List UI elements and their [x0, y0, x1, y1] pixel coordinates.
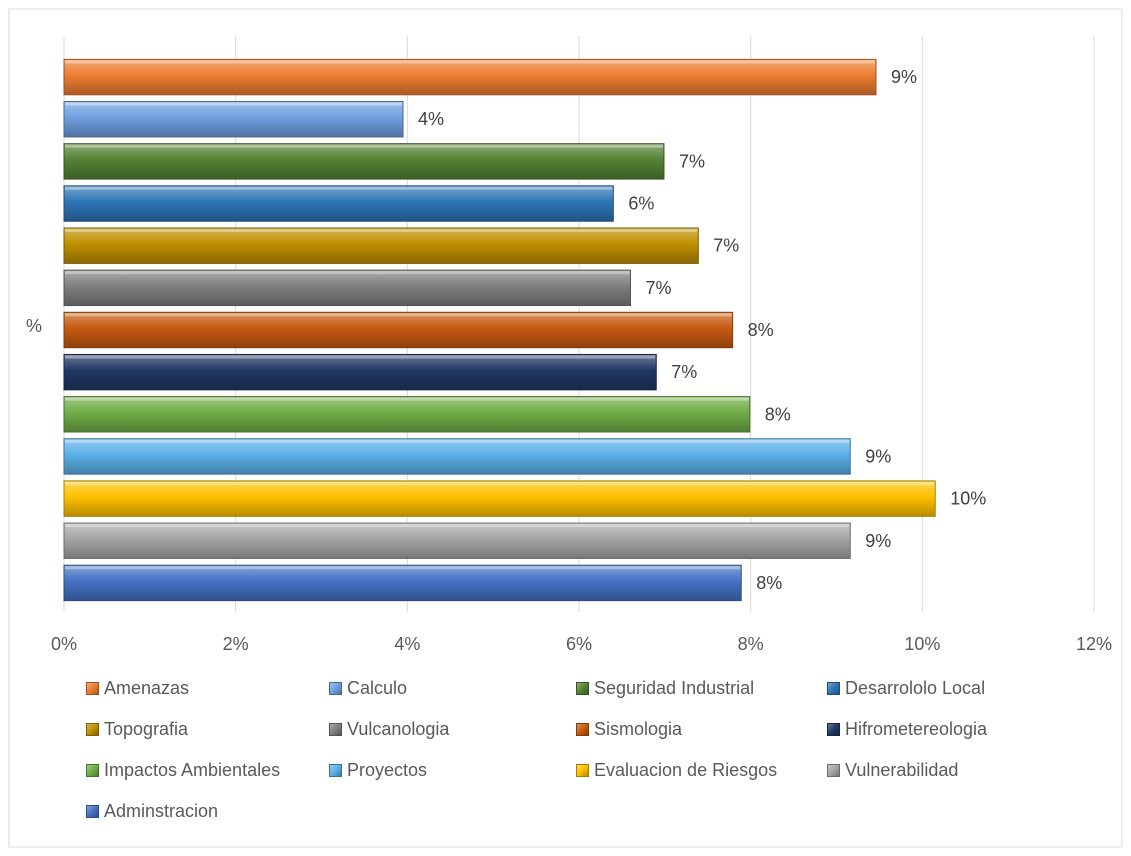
- legend-label: Topografia: [104, 719, 188, 740]
- legend-label: Adminstracion: [104, 801, 218, 822]
- legend-swatch: [86, 682, 99, 695]
- data-label: 10%: [950, 489, 986, 509]
- data-label: 6%: [628, 194, 654, 214]
- bar-highlight: [65, 440, 849, 443]
- legend-swatch: [827, 723, 840, 736]
- legend-swatch: [827, 682, 840, 695]
- legend-item: Impactos Ambientales: [86, 758, 280, 782]
- bar-sismologia: [64, 312, 733, 347]
- legend-item: Topografia: [86, 717, 188, 741]
- bar-highlight: [65, 103, 402, 106]
- legend-label: Seguridad Industrial: [594, 678, 754, 699]
- bar-highlight: [65, 60, 875, 63]
- bar-highlight: [65, 524, 849, 527]
- x-tick-label: 6%: [566, 634, 592, 654]
- data-label: 8%: [756, 573, 782, 593]
- bar-topografia: [64, 228, 698, 263]
- x-tick-label: 10%: [904, 634, 940, 654]
- data-label: 9%: [865, 446, 891, 466]
- legend-label: Calculo: [347, 678, 407, 699]
- legend-item: Seguridad Industrial: [576, 676, 754, 700]
- bar-highlight: [65, 398, 749, 401]
- bar-highlight: [65, 566, 740, 569]
- bar-impactos-ambientales: [64, 397, 750, 432]
- legend-item: Evaluacion de Riesgos: [576, 758, 777, 782]
- data-label: 8%: [765, 404, 791, 424]
- legend-swatch: [576, 764, 589, 777]
- x-tick-label: 0%: [51, 634, 77, 654]
- legend-swatch: [576, 723, 589, 736]
- data-label: 9%: [891, 67, 917, 87]
- legend-item: Desarrololo Local: [827, 676, 985, 700]
- data-label: 7%: [713, 236, 739, 256]
- legend-swatch: [86, 764, 99, 777]
- legend-item: Proyectos: [329, 758, 427, 782]
- legend-item: Calculo: [329, 676, 407, 700]
- x-tick-label: 4%: [394, 634, 420, 654]
- bar-highlight: [65, 187, 612, 190]
- bar-seguridad-industrial: [64, 144, 664, 179]
- bar-calculo: [64, 102, 403, 137]
- data-label: 7%: [671, 362, 697, 382]
- bar-vulnerabilidad: [64, 523, 850, 558]
- data-label: 7%: [646, 278, 672, 298]
- legend-swatch: [576, 682, 589, 695]
- legend-swatch: [86, 805, 99, 818]
- bar-amenazas: [64, 59, 876, 94]
- legend-label: Hifrometereologia: [845, 719, 987, 740]
- category-axis-label: %: [26, 316, 42, 336]
- legend-label: Desarrololo Local: [845, 678, 985, 699]
- legend-swatch: [827, 764, 840, 777]
- bar-highlight: [65, 145, 663, 148]
- data-label: 9%: [865, 531, 891, 551]
- data-label: 4%: [418, 109, 444, 129]
- bar-proyectos: [64, 439, 850, 474]
- bar-adminstracion: [64, 565, 741, 600]
- legend-label: Proyectos: [347, 760, 427, 781]
- x-tick-label: 2%: [223, 634, 249, 654]
- legend-label: Amenazas: [104, 678, 189, 699]
- bar-desarrololo-local: [64, 186, 613, 221]
- bar-highlight: [65, 482, 934, 485]
- bar-vulcanologia: [64, 270, 631, 305]
- bar-highlight: [65, 355, 655, 358]
- legend-swatch: [86, 723, 99, 736]
- legend-item: Vulnerabilidad: [827, 758, 958, 782]
- x-tick-label: 8%: [738, 634, 764, 654]
- legend-label: Impactos Ambientales: [104, 760, 280, 781]
- data-label: 7%: [679, 151, 705, 171]
- legend-item: Hifrometereologia: [827, 717, 987, 741]
- legend-item: Adminstracion: [86, 799, 218, 823]
- legend-swatch: [329, 764, 342, 777]
- legend-label: Evaluacion de Riesgos: [594, 760, 777, 781]
- data-label: 8%: [748, 320, 774, 340]
- bar-highlight: [65, 313, 732, 316]
- legend-label: Vulcanologia: [347, 719, 449, 740]
- bar-highlight: [65, 271, 630, 274]
- legend-item: Sismologia: [576, 717, 682, 741]
- x-tick-label: 12%: [1076, 634, 1112, 654]
- legend-swatch: [329, 682, 342, 695]
- legend-item: Vulcanologia: [329, 717, 449, 741]
- legend-swatch: [329, 723, 342, 736]
- bar-evaluacion-de-riesgos: [64, 481, 935, 516]
- legend-label: Sismologia: [594, 719, 682, 740]
- legend-label: Vulnerabilidad: [845, 760, 958, 781]
- bar-highlight: [65, 229, 697, 232]
- legend-item: Amenazas: [86, 676, 189, 700]
- bar-hifrometereologia: [64, 354, 656, 389]
